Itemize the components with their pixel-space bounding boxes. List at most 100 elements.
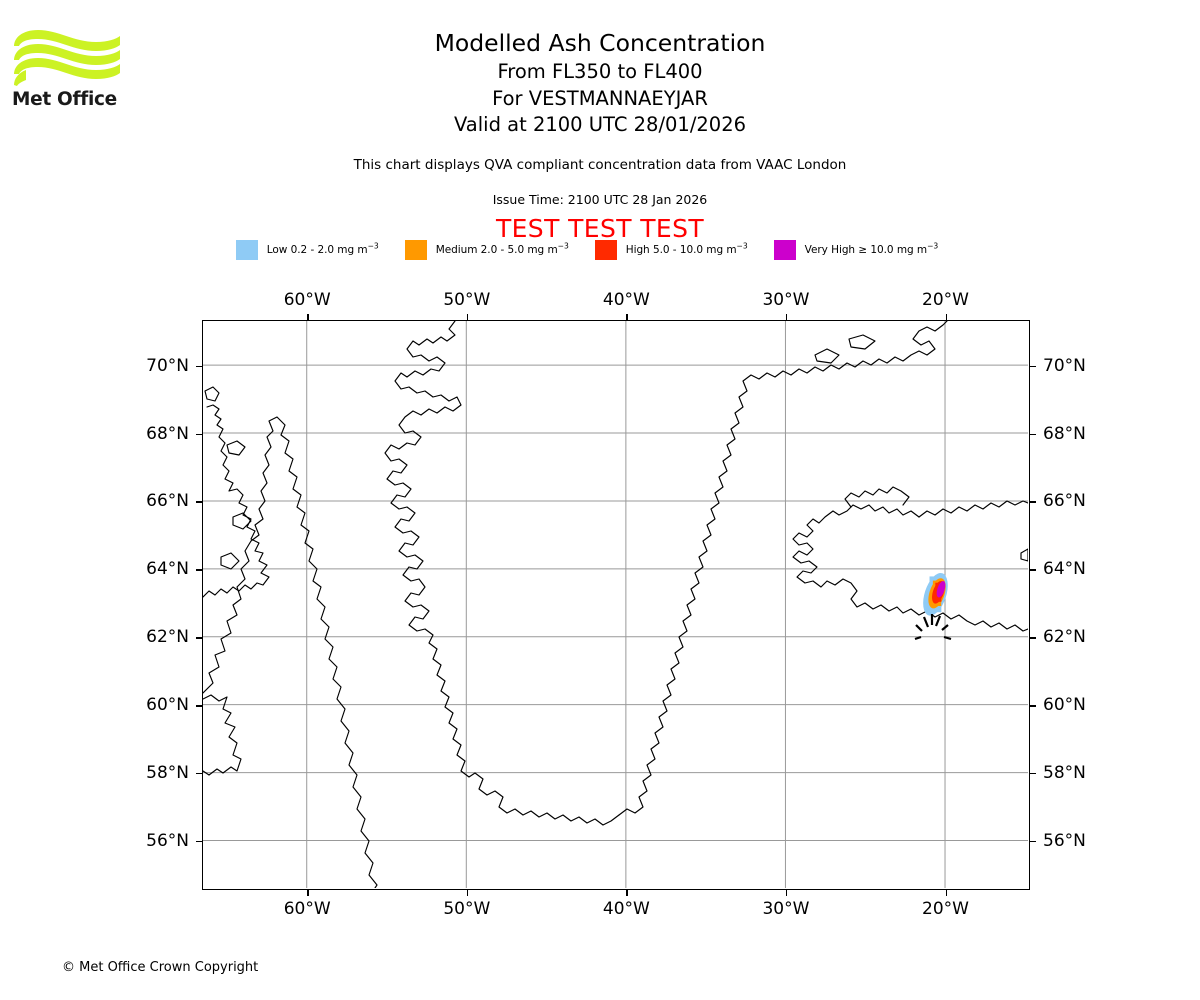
legend-label: Medium 2.0 - 5.0 mg m−3 <box>435 241 569 256</box>
met-office-logo: Met Office <box>12 26 122 112</box>
axis-label-latitude-right: 66°N <box>1043 491 1086 512</box>
valid-time: Valid at 2100 UTC 28/01/2026 <box>453 113 747 136</box>
coastline-iceland-north <box>918 500 1028 518</box>
coastline-arctic-island-2 <box>226 440 246 456</box>
coastline-labrador-main <box>203 416 378 888</box>
coastline-north-island-1 <box>814 348 840 364</box>
axis-label-latitude-left: 70°N <box>146 355 189 376</box>
coastline-labrador <box>203 694 242 776</box>
volcano-name: For VESTMANNAEYJAR <box>492 86 708 110</box>
axis-label-latitude-right: 58°N <box>1043 763 1086 784</box>
axis-label-longitude-top: 40°W <box>602 290 650 310</box>
axis-tick-mark <box>466 890 469 896</box>
legend-unit-exponent: −3 <box>367 241 379 251</box>
copyright-notice: © Met Office Crown Copyright <box>62 960 259 975</box>
axis-label-latitude-left: 58°N <box>146 763 189 784</box>
legend-color-swatch <box>773 240 796 260</box>
legend-item: High 5.0 - 10.0 mg m−3 <box>594 240 774 260</box>
axis-label-latitude-right: 68°N <box>1043 423 1086 444</box>
axis-label-latitude-left: 64°N <box>146 559 189 580</box>
legend-unit-exponent: −3 <box>736 241 748 251</box>
axis-tick-mark <box>945 890 947 896</box>
issue-time: Issue Time: 2100 UTC 28 Jan 2026 <box>492 192 708 207</box>
axis-tick-mark <box>626 314 628 320</box>
axis-label-longitude-top: 20°W <box>922 290 969 310</box>
axis-tick-mark <box>1030 773 1036 775</box>
legend-unit-exponent: −3 <box>557 241 569 251</box>
axis-tick-mark <box>196 433 202 435</box>
axis-label-latitude-right: 64°N <box>1043 559 1086 580</box>
axis-label-longitude-bottom: 20°W <box>922 899 969 919</box>
chart-title-block: Modelled Ash Concentration From FL350 to… <box>0 28 1200 139</box>
axis-tick-mark <box>945 314 947 320</box>
axis-tick-mark <box>307 314 309 320</box>
coastline-greenland-east <box>618 321 948 816</box>
axis-tick-mark <box>1030 501 1036 503</box>
coastline-arctic-island-3 <box>232 512 252 530</box>
coastlines <box>203 321 1028 888</box>
axis-tick-mark <box>196 773 202 775</box>
axis-label-longitude-top: 50°W <box>443 290 491 310</box>
legend-color-swatch <box>404 240 427 260</box>
axis-tick-mark <box>1030 365 1036 368</box>
coastline-north-island-2 <box>848 334 876 350</box>
map-gridlines <box>203 321 1028 888</box>
axis-tick-mark <box>196 840 202 843</box>
map-container: 60°W 60°W 50°W 50°W 40°W 40°W 30°W 30°W 20°W 20°W… <box>146 290 1086 919</box>
ash-contour-lobe <box>936 581 946 598</box>
qva-compliance-note: This chart displays QVA compliant concen… <box>353 157 847 173</box>
axis-label-latitude-right: 70°N <box>1043 355 1086 376</box>
legend-label: Low 0.2 - 2.0 mg m−3 <box>266 241 379 256</box>
legend-item: Medium 2.0 - 5.0 mg m−3 <box>404 240 595 260</box>
axis-label-latitude-left: 62°N <box>146 627 189 648</box>
axis-tick-mark <box>196 569 202 571</box>
axis-tick-mark <box>785 314 788 320</box>
legend-item: Low 0.2 - 2.0 mg m−3 <box>235 240 405 260</box>
axis-label-latitude-left: 66°N <box>146 491 189 512</box>
page-title: Modelled Ash Concentration <box>434 29 766 57</box>
axis-tick-mark <box>1030 840 1036 843</box>
coastline-baffin-island <box>203 404 270 598</box>
axis-tick-mark <box>196 705 202 707</box>
map-plot-area <box>202 320 1030 890</box>
concentration-legend: Low 0.2 - 2.0 mg m−3 Medium 2.0 - 5.0 mg … <box>0 240 1200 260</box>
axis-tick-mark <box>1030 637 1036 639</box>
coastline-iceland-nw-fjords <box>844 486 910 508</box>
axis-tick-mark <box>196 637 202 639</box>
axis-label-latitude-right: 62°N <box>1043 627 1086 648</box>
coastline-small-island-east <box>1020 548 1028 562</box>
legend-label: Very High ≥ 10.0 mg m−3 <box>804 241 939 256</box>
axis-tick-mark <box>1030 705 1036 707</box>
coastline-iceland <box>792 504 1028 632</box>
coastline-greenland-west <box>384 321 620 826</box>
legend-color-swatch <box>594 240 617 260</box>
axis-tick-mark <box>1030 569 1036 571</box>
legend-item: Very High ≥ 10.0 mg m−3 <box>773 240 965 260</box>
ash-contour-band <box>936 581 946 598</box>
axis-label-latitude-left: 56°N <box>146 830 189 851</box>
axis-tick-mark <box>196 501 202 503</box>
coastline-arctic-island-1 <box>204 386 220 402</box>
axis-label-longitude-bottom: 40°W <box>602 899 650 919</box>
legend-label: High 5.0 - 10.0 mg m−3 <box>625 241 748 256</box>
axis-tick-mark <box>626 890 628 896</box>
map-graphics <box>203 321 1028 888</box>
logo-text: Met Office <box>12 89 117 110</box>
axis-tick-mark <box>785 890 788 896</box>
flight-level-range: From FL350 to FL400 <box>497 60 703 83</box>
legend-color-swatch <box>235 240 258 260</box>
axis-tick-mark <box>1030 433 1036 435</box>
axis-tick-mark <box>196 365 202 368</box>
test-banner: TEST TEST TEST <box>495 214 705 243</box>
coastline-arctic-island-4 <box>220 552 240 570</box>
axis-label-latitude-right: 60°N <box>1043 695 1086 716</box>
met-office-wave-mark <box>14 30 120 86</box>
axis-label-longitude-top: 60°W <box>283 290 331 310</box>
legend-unit-exponent: −3 <box>927 241 939 251</box>
axis-label-longitude-top: 30°W <box>762 290 810 310</box>
volcano-source-marker <box>914 614 952 641</box>
axis-label-latitude-right: 56°N <box>1043 830 1086 851</box>
ash-concentration-plume <box>923 573 948 616</box>
axis-tick-mark <box>307 890 309 896</box>
axis-label-latitude-left: 60°N <box>146 695 189 716</box>
